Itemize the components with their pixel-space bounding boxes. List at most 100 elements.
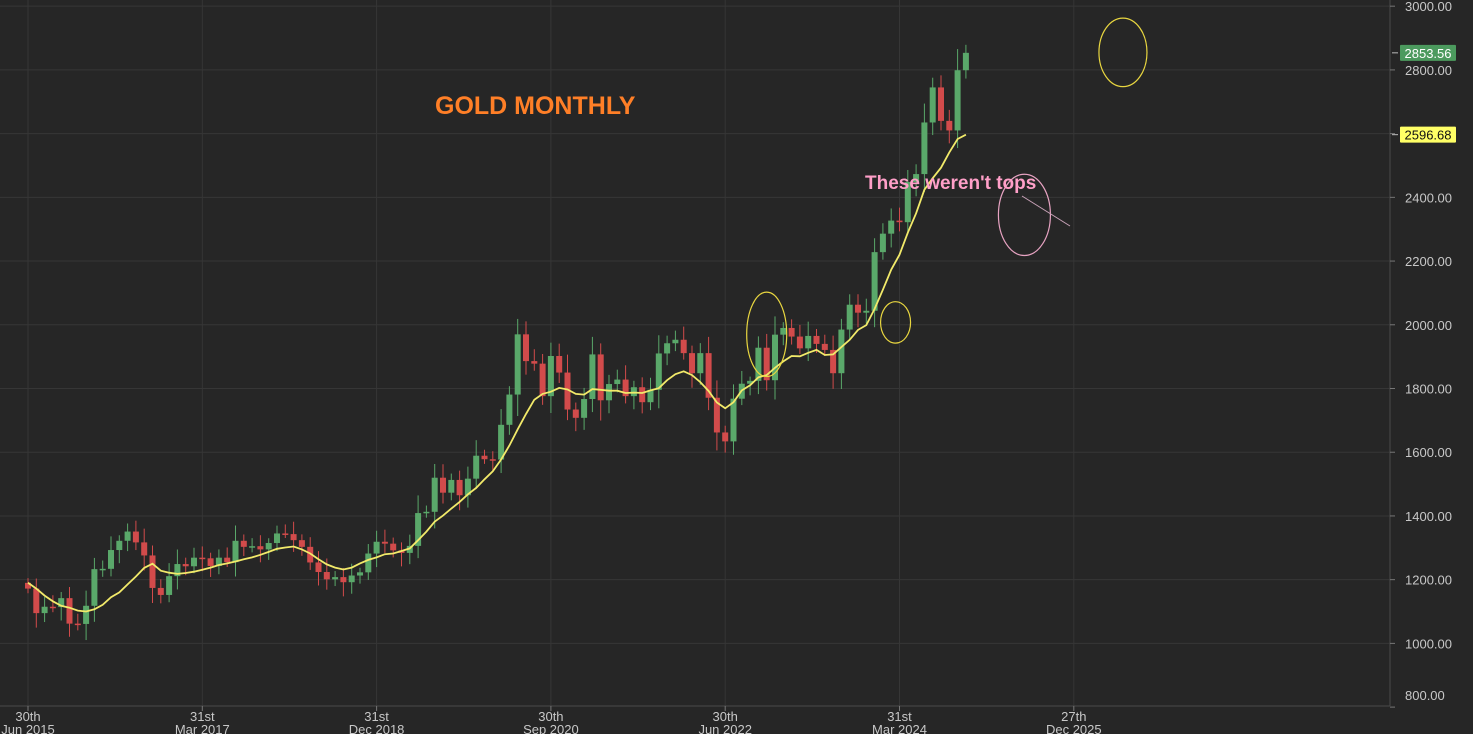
x-tick-day: 27th bbox=[1061, 709, 1086, 724]
x-tick-month: Dec 2025 bbox=[1046, 722, 1102, 734]
candle bbox=[821, 334, 828, 356]
candle-body bbox=[33, 588, 40, 614]
candle-body bbox=[655, 353, 662, 390]
highlight-circles bbox=[746, 17, 1148, 378]
candle bbox=[481, 449, 488, 464]
candle bbox=[108, 536, 114, 577]
candle bbox=[630, 380, 637, 410]
candle-body bbox=[813, 335, 820, 344]
candle-body bbox=[489, 459, 496, 461]
candle bbox=[207, 552, 214, 577]
candle bbox=[423, 505, 430, 518]
candle bbox=[373, 530, 380, 568]
candle bbox=[406, 534, 413, 565]
moving-average-price-tag: 2596.68 bbox=[1392, 126, 1456, 143]
candle bbox=[340, 568, 347, 597]
candle-body bbox=[357, 572, 363, 576]
candle bbox=[240, 534, 247, 557]
candle bbox=[514, 318, 521, 417]
candle-body bbox=[157, 587, 164, 595]
candle-body bbox=[838, 329, 845, 374]
x-tick-day: 31st bbox=[364, 709, 389, 724]
candle-body bbox=[124, 531, 131, 541]
candle-body bbox=[581, 399, 588, 418]
candle-body bbox=[871, 252, 878, 311]
candle bbox=[639, 377, 646, 414]
chart-title: GOLD MONTHLY bbox=[435, 92, 636, 120]
candle bbox=[622, 365, 629, 404]
candle-body bbox=[531, 361, 538, 364]
candle-body bbox=[796, 336, 803, 349]
candle-body bbox=[66, 598, 73, 624]
candle bbox=[473, 440, 480, 490]
candle bbox=[348, 563, 355, 594]
x-tick-month: Mar 2017 bbox=[175, 722, 230, 734]
candle-body bbox=[830, 349, 837, 374]
y-tick-label: 2400.00 bbox=[1405, 190, 1452, 205]
candle-body bbox=[855, 304, 861, 313]
candle-body bbox=[506, 394, 513, 425]
candle bbox=[99, 560, 106, 577]
candle-body bbox=[91, 569, 98, 606]
candle-body bbox=[440, 477, 446, 493]
candle bbox=[41, 596, 48, 623]
candle bbox=[879, 223, 886, 260]
candle bbox=[440, 464, 446, 504]
candle bbox=[448, 473, 455, 501]
candle bbox=[25, 578, 31, 594]
candle-body bbox=[132, 531, 139, 543]
candle bbox=[564, 354, 571, 421]
candle bbox=[199, 546, 206, 572]
candle bbox=[132, 520, 139, 551]
candle bbox=[846, 294, 853, 340]
candle-body bbox=[556, 356, 563, 373]
candle-body bbox=[49, 606, 56, 609]
candle-body bbox=[547, 356, 554, 397]
y-tick-label: 1400.00 bbox=[1405, 509, 1452, 524]
candle-body bbox=[99, 568, 106, 571]
candle-body bbox=[705, 353, 712, 398]
candle-body bbox=[307, 546, 314, 563]
candle-body bbox=[141, 542, 148, 556]
candle-body bbox=[929, 87, 936, 123]
highlight-circle bbox=[879, 301, 912, 344]
candle bbox=[523, 321, 529, 375]
candle bbox=[489, 451, 496, 471]
candle-body bbox=[630, 387, 637, 397]
candle-body bbox=[863, 310, 870, 313]
candle bbox=[896, 207, 903, 232]
candle-body bbox=[290, 534, 297, 541]
candle-body bbox=[622, 379, 629, 397]
candle-body bbox=[772, 334, 778, 381]
candle-body bbox=[348, 575, 355, 583]
candle-body bbox=[174, 564, 181, 577]
candle-body bbox=[954, 70, 961, 131]
candle bbox=[904, 169, 911, 235]
candle-body bbox=[215, 557, 222, 566]
candle-body bbox=[448, 479, 455, 493]
candle bbox=[381, 529, 388, 553]
candle bbox=[49, 595, 56, 613]
candle bbox=[730, 384, 737, 455]
candle bbox=[157, 579, 164, 604]
candle bbox=[871, 238, 878, 328]
candle-body bbox=[962, 52, 969, 71]
candle bbox=[556, 343, 563, 384]
candle-body bbox=[913, 174, 920, 183]
last-price-tag: 2853.56 bbox=[1392, 44, 1456, 61]
candle bbox=[332, 571, 339, 587]
candle-body bbox=[938, 87, 944, 121]
candle-body bbox=[149, 555, 156, 588]
candle-body bbox=[647, 389, 654, 403]
candle-body bbox=[539, 363, 546, 397]
candle-body bbox=[481, 455, 488, 460]
candle bbox=[655, 335, 662, 409]
annotation-text: These weren't tops bbox=[865, 173, 1036, 194]
candle bbox=[680, 326, 687, 360]
candle-body bbox=[514, 334, 521, 395]
candle bbox=[572, 402, 579, 432]
candle bbox=[464, 466, 471, 508]
candle-body bbox=[821, 343, 828, 350]
